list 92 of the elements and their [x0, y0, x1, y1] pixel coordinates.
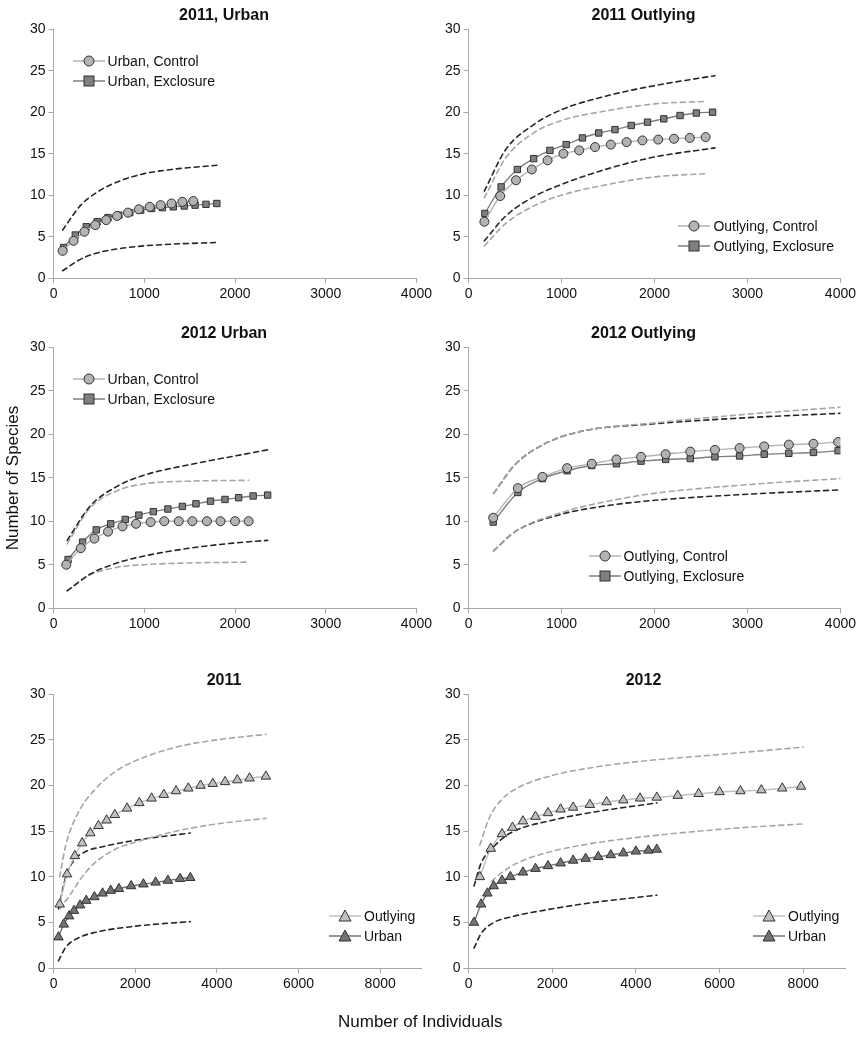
y-tick-label: 25 [29, 381, 46, 398]
y-tick-label: 30 [444, 685, 461, 702]
legend-label: Outlying, Control [713, 217, 818, 237]
x-tick-label: 3000 [310, 615, 342, 632]
y-tick-label: 10 [29, 867, 46, 884]
y-tick-label: 0 [37, 269, 46, 286]
x-tick-label: 0 [464, 285, 473, 302]
y-tick-label: 25 [444, 381, 461, 398]
legend-label: Urban, Exclosure [107, 390, 215, 410]
x-tick-label: 4000 [620, 975, 652, 992]
y-tick-label: 15 [29, 822, 46, 839]
chart-title: 2011, Urban [179, 6, 269, 24]
x-tick-label: 3000 [731, 615, 764, 632]
x-tick-label: 1000 [128, 615, 161, 632]
x-tick-label: 4000 [400, 615, 433, 632]
x-tick-label: 4000 [400, 285, 433, 302]
legend-label: Urban, Control [107, 52, 199, 72]
x-tick-label: 4000 [824, 615, 857, 632]
y-tick-label: 25 [444, 730, 461, 747]
y-tick-label: 10 [444, 867, 461, 884]
y-tick-label: 20 [29, 103, 46, 120]
y-tick-label: 10 [29, 186, 46, 203]
y-tick-label: 20 [29, 425, 46, 442]
legend-label: Urban [788, 927, 827, 947]
x-tick-label: 1000 [128, 285, 161, 302]
legend-label: Outlying [788, 907, 840, 927]
y-tick-label: 15 [29, 144, 46, 161]
y-tick-label: 15 [444, 822, 461, 839]
y-tick-label: 30 [444, 338, 461, 355]
y-tick-label: 5 [452, 913, 461, 930]
y-tick-label: 5 [37, 913, 46, 930]
chart-title: 2012 Outlying [591, 324, 696, 342]
chart-title: 2011 [206, 671, 242, 689]
y-tick-label: 5 [452, 555, 461, 572]
chart-title: 2012 Urban [180, 324, 268, 342]
y-tick-label: 5 [37, 227, 46, 244]
x-tick-label: 4000 [201, 975, 233, 992]
legend-label: Outlying, Exclosure [623, 567, 745, 587]
y-tick-label: 10 [444, 186, 461, 203]
x-tick-label: 8000 [787, 975, 819, 992]
x-tick-label: 2000 [219, 285, 251, 302]
legend-label: Urban, Control [107, 370, 199, 390]
x-tick-label: 6000 [282, 975, 315, 992]
legend-label: Outlying, Control [623, 547, 728, 567]
x-tick-label: 0 [464, 615, 473, 632]
y-tick-label: 10 [29, 512, 46, 529]
y-tick-label: 20 [444, 103, 461, 120]
y-tick-label: 0 [452, 269, 461, 286]
y-tick-label: 30 [29, 20, 46, 37]
legend-label: Outlying [364, 907, 416, 927]
x-tick-label: 3000 [731, 285, 764, 302]
legend-label: Urban, Exclosure [107, 72, 215, 92]
y-tick-label: 15 [444, 468, 461, 485]
x-tick-label: 4000 [824, 285, 857, 302]
x-tick-label: 2000 [119, 975, 151, 992]
y-tick-label: 0 [452, 599, 461, 616]
x-tick-label: 1000 [545, 615, 578, 632]
y-tick-label: 20 [444, 425, 461, 442]
y-tick-label: 30 [29, 685, 46, 702]
y-tick-label: 25 [444, 61, 461, 78]
chart-title: 2011 Outlying [591, 6, 696, 24]
y-tick-label: 20 [444, 776, 461, 793]
y-tick-label: 25 [29, 61, 46, 78]
y-tick-label: 10 [444, 512, 461, 529]
y-tick-label: 30 [444, 20, 461, 37]
x-tick-label: 0 [49, 285, 58, 302]
x-tick-label: 2000 [536, 975, 568, 992]
y-tick-label: 15 [444, 144, 461, 161]
legend-label: Urban [364, 927, 403, 947]
x-tick-label: 1000 [545, 285, 578, 302]
x-axis-title: Number of Individuals [338, 1012, 503, 1032]
x-tick-label: 0 [464, 975, 473, 992]
x-tick-label: 2000 [638, 615, 671, 632]
x-tick-label: 6000 [703, 975, 736, 992]
x-tick-label: 2000 [638, 285, 671, 302]
x-tick-label: 8000 [364, 975, 396, 992]
y-tick-label: 5 [452, 227, 461, 244]
y-tick-label: 25 [29, 730, 46, 747]
y-tick-label: 20 [29, 776, 46, 793]
legend-label: Outlying, Exclosure [713, 237, 835, 257]
y-tick-label: 0 [37, 599, 46, 616]
x-tick-label: 3000 [310, 285, 342, 302]
y-tick-label: 15 [29, 468, 46, 485]
x-tick-label: 0 [49, 615, 58, 632]
y-tick-label: 0 [452, 959, 461, 976]
x-tick-label: 2000 [219, 615, 251, 632]
x-tick-label: 0 [49, 975, 58, 992]
y-axis-title: Number of Species [2, 405, 23, 550]
y-tick-label: 5 [37, 555, 46, 572]
y-tick-label: 30 [29, 338, 46, 355]
chart-title: 2012 [625, 671, 662, 689]
y-tick-label: 0 [37, 959, 46, 976]
